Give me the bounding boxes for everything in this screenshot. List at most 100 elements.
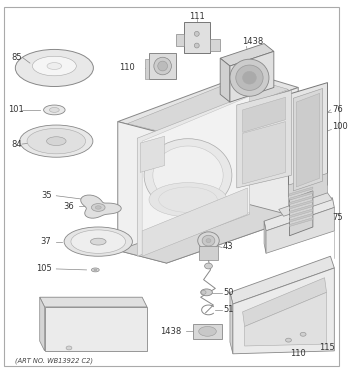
Ellipse shape xyxy=(95,206,101,209)
Ellipse shape xyxy=(71,230,126,253)
Polygon shape xyxy=(40,297,44,351)
Polygon shape xyxy=(289,218,313,226)
Polygon shape xyxy=(176,34,184,46)
Ellipse shape xyxy=(206,239,211,242)
Polygon shape xyxy=(289,200,313,209)
Text: 115: 115 xyxy=(319,344,335,352)
Text: 37: 37 xyxy=(41,237,51,246)
Bar xyxy=(149,53,176,79)
Polygon shape xyxy=(233,268,334,354)
Polygon shape xyxy=(264,221,266,253)
Bar xyxy=(199,247,218,260)
Text: 1438: 1438 xyxy=(241,37,263,46)
Ellipse shape xyxy=(236,65,263,90)
Polygon shape xyxy=(279,193,332,216)
Ellipse shape xyxy=(47,137,66,145)
Ellipse shape xyxy=(194,31,199,36)
Text: 110: 110 xyxy=(120,63,135,72)
Polygon shape xyxy=(118,73,298,134)
Polygon shape xyxy=(127,77,288,134)
Ellipse shape xyxy=(64,227,132,256)
Ellipse shape xyxy=(230,59,269,96)
Polygon shape xyxy=(264,198,334,231)
Text: 76: 76 xyxy=(332,106,343,115)
Polygon shape xyxy=(118,204,298,263)
Ellipse shape xyxy=(158,61,168,71)
Text: 43: 43 xyxy=(223,242,234,251)
Text: 105: 105 xyxy=(36,264,51,273)
Polygon shape xyxy=(220,58,230,102)
Polygon shape xyxy=(230,51,274,102)
Ellipse shape xyxy=(91,204,105,211)
Polygon shape xyxy=(237,90,292,188)
Polygon shape xyxy=(81,195,121,218)
Text: (ART NO. WB13922 C2): (ART NO. WB13922 C2) xyxy=(15,357,93,364)
Text: 111: 111 xyxy=(189,12,205,21)
Polygon shape xyxy=(293,88,323,191)
Ellipse shape xyxy=(33,56,76,76)
Ellipse shape xyxy=(205,263,212,269)
Text: 36: 36 xyxy=(63,202,74,211)
Text: 1438: 1438 xyxy=(160,327,181,336)
Polygon shape xyxy=(230,256,334,304)
Polygon shape xyxy=(296,93,320,187)
Polygon shape xyxy=(243,97,286,132)
Polygon shape xyxy=(145,59,149,79)
Text: 101: 101 xyxy=(8,106,24,115)
Polygon shape xyxy=(289,209,313,218)
Ellipse shape xyxy=(90,238,106,245)
Polygon shape xyxy=(243,278,327,326)
Ellipse shape xyxy=(153,146,223,204)
Polygon shape xyxy=(44,307,147,351)
Ellipse shape xyxy=(91,268,99,272)
Text: 35: 35 xyxy=(41,191,51,200)
Polygon shape xyxy=(167,88,298,263)
Polygon shape xyxy=(230,292,233,354)
Text: 85: 85 xyxy=(11,53,22,62)
Ellipse shape xyxy=(194,43,199,48)
Polygon shape xyxy=(289,191,313,236)
Ellipse shape xyxy=(144,139,232,212)
Ellipse shape xyxy=(202,235,215,246)
Polygon shape xyxy=(289,187,313,196)
Ellipse shape xyxy=(47,63,62,69)
Text: 50: 50 xyxy=(223,288,233,297)
Text: 110: 110 xyxy=(290,349,306,358)
Ellipse shape xyxy=(15,50,93,87)
Ellipse shape xyxy=(199,326,216,336)
Text: 75: 75 xyxy=(332,213,343,222)
Ellipse shape xyxy=(154,57,172,75)
Polygon shape xyxy=(245,292,327,346)
Polygon shape xyxy=(210,39,220,51)
Polygon shape xyxy=(289,213,313,222)
Ellipse shape xyxy=(66,346,72,350)
Bar xyxy=(193,323,222,339)
Polygon shape xyxy=(289,204,313,213)
Polygon shape xyxy=(142,188,247,256)
Polygon shape xyxy=(288,173,328,211)
Ellipse shape xyxy=(20,125,93,157)
Polygon shape xyxy=(118,122,167,263)
Ellipse shape xyxy=(49,107,59,112)
Ellipse shape xyxy=(198,232,219,250)
Polygon shape xyxy=(266,207,334,253)
Ellipse shape xyxy=(201,289,212,296)
Ellipse shape xyxy=(300,332,306,336)
Ellipse shape xyxy=(243,71,256,84)
Ellipse shape xyxy=(149,183,227,217)
Polygon shape xyxy=(184,22,210,53)
Ellipse shape xyxy=(44,105,65,115)
Ellipse shape xyxy=(27,128,85,154)
Text: 84: 84 xyxy=(11,140,22,148)
Polygon shape xyxy=(142,96,250,255)
Ellipse shape xyxy=(94,269,97,271)
Polygon shape xyxy=(220,44,274,66)
Text: 100: 100 xyxy=(332,122,348,131)
Text: 51: 51 xyxy=(223,305,233,314)
Polygon shape xyxy=(288,82,328,197)
Polygon shape xyxy=(137,94,250,256)
Polygon shape xyxy=(140,136,164,172)
Ellipse shape xyxy=(286,338,292,342)
Polygon shape xyxy=(243,122,286,184)
Ellipse shape xyxy=(201,291,206,294)
